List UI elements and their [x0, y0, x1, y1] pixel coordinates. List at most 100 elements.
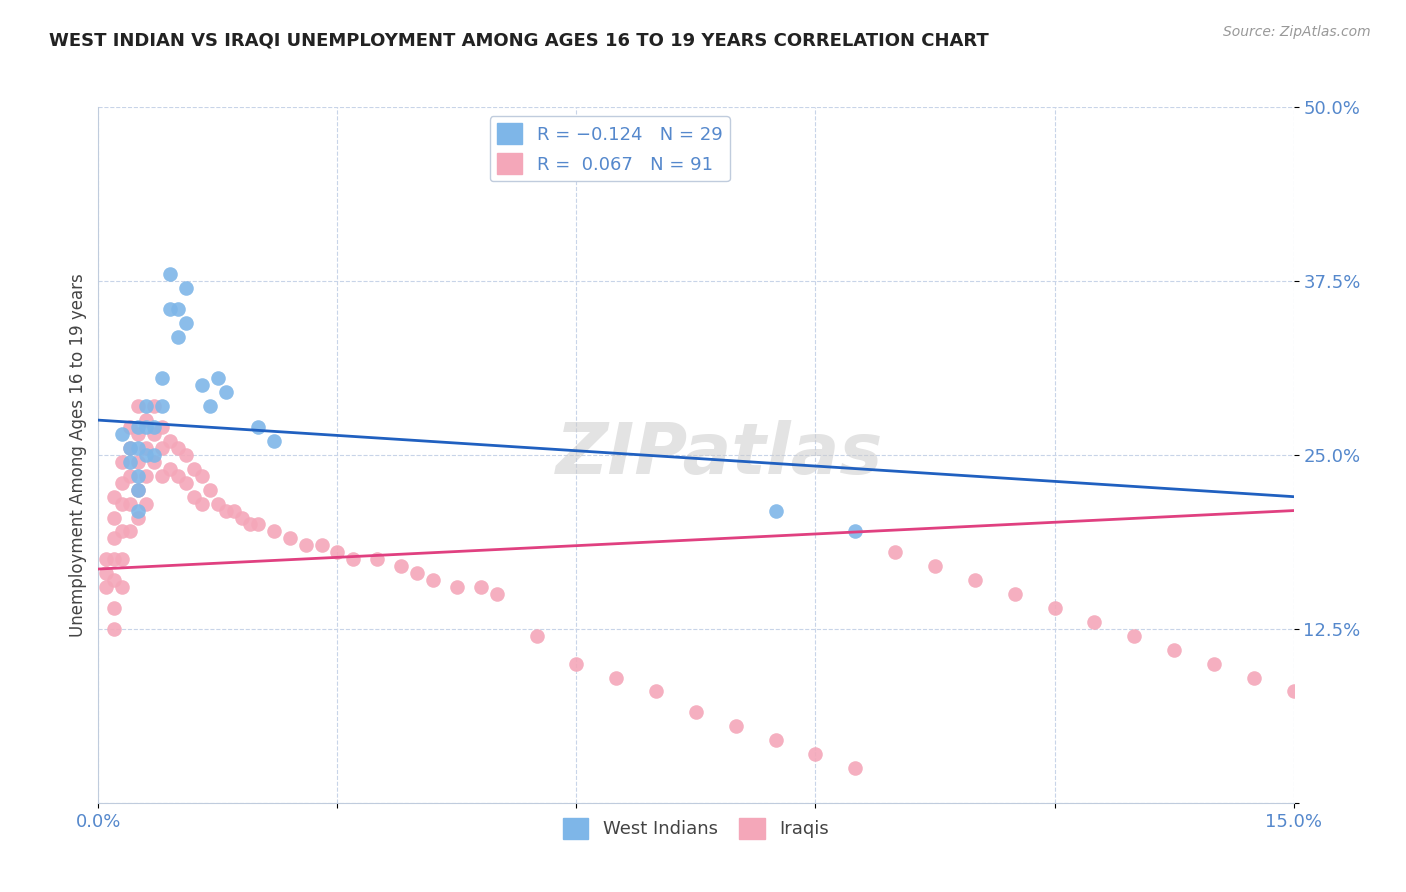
- Point: [150, 371, 173, 385]
- Point: [246, 420, 269, 434]
- Point: [127, 399, 149, 413]
- Point: [174, 475, 197, 490]
- Point: [526, 629, 548, 643]
- Y-axis label: Unemployment Among Ages 16 to 19 years: Unemployment Among Ages 16 to 19 years: [69, 273, 87, 637]
- Point: [183, 490, 205, 504]
- Point: [167, 329, 190, 343]
- Point: [111, 427, 134, 442]
- Text: WEST INDIAN VS IRAQI UNEMPLOYMENT AMONG AGES 16 TO 19 YEARS CORRELATION CHART: WEST INDIAN VS IRAQI UNEMPLOYMENT AMONG …: [49, 31, 988, 49]
- Point: [135, 441, 157, 455]
- Point: [1322, 698, 1344, 713]
- Point: [1282, 684, 1305, 698]
- Point: [215, 385, 238, 400]
- Point: [103, 490, 125, 504]
- Point: [127, 483, 149, 497]
- Point: [207, 371, 229, 385]
- Point: [103, 622, 125, 636]
- Point: [884, 545, 907, 559]
- Point: [470, 580, 492, 594]
- Point: [174, 448, 197, 462]
- Point: [143, 448, 166, 462]
- Point: [127, 420, 149, 434]
- Point: [96, 566, 118, 581]
- Point: [111, 552, 134, 566]
- Point: [150, 420, 173, 434]
- Point: [120, 497, 142, 511]
- Point: [191, 378, 214, 392]
- Point: [446, 580, 468, 594]
- Point: [120, 524, 142, 539]
- Point: [1243, 671, 1265, 685]
- Point: [724, 719, 747, 733]
- Point: [246, 517, 269, 532]
- Point: [1163, 642, 1185, 657]
- Point: [278, 532, 301, 546]
- Point: [389, 559, 412, 574]
- Point: [485, 587, 508, 601]
- Point: [294, 538, 316, 552]
- Point: [844, 761, 866, 775]
- Point: [150, 468, 173, 483]
- Point: [120, 420, 142, 434]
- Point: [342, 552, 364, 566]
- Point: [111, 580, 134, 594]
- Point: [207, 497, 229, 511]
- Point: [1202, 657, 1225, 671]
- Point: [645, 684, 668, 698]
- Point: [174, 316, 197, 330]
- Point: [565, 657, 588, 671]
- Point: [120, 441, 142, 455]
- Point: [804, 747, 827, 761]
- Point: [159, 434, 181, 448]
- Point: [111, 455, 134, 469]
- Point: [111, 497, 134, 511]
- Point: [159, 301, 181, 316]
- Point: [1362, 712, 1385, 726]
- Point: [150, 399, 173, 413]
- Point: [311, 538, 333, 552]
- Point: [167, 301, 190, 316]
- Point: [135, 420, 157, 434]
- Point: [135, 448, 157, 462]
- Point: [135, 399, 157, 413]
- Point: [239, 517, 262, 532]
- Point: [366, 552, 388, 566]
- Point: [422, 573, 444, 587]
- Point: [159, 267, 181, 281]
- Point: [127, 427, 149, 442]
- Point: [120, 455, 142, 469]
- Point: [406, 566, 429, 581]
- Point: [127, 468, 149, 483]
- Point: [263, 524, 285, 539]
- Point: [198, 483, 221, 497]
- Point: [143, 420, 166, 434]
- Point: [167, 441, 190, 455]
- Point: [111, 524, 134, 539]
- Point: [191, 468, 214, 483]
- Point: [135, 413, 157, 427]
- Point: [191, 497, 214, 511]
- Point: [215, 503, 238, 517]
- Point: [231, 510, 253, 524]
- Point: [127, 510, 149, 524]
- Point: [103, 573, 125, 587]
- Point: [143, 427, 166, 442]
- Point: [143, 455, 166, 469]
- Point: [127, 455, 149, 469]
- Point: [150, 441, 173, 455]
- Point: [167, 468, 190, 483]
- Point: [127, 483, 149, 497]
- Point: [765, 733, 787, 747]
- Point: [103, 532, 125, 546]
- Point: [135, 468, 157, 483]
- Point: [1004, 587, 1026, 601]
- Point: [1043, 601, 1066, 615]
- Point: [963, 573, 986, 587]
- Point: [127, 441, 149, 455]
- Legend: West Indians, Iraqis: West Indians, Iraqis: [555, 811, 837, 846]
- Point: [1083, 615, 1105, 629]
- Point: [127, 503, 149, 517]
- Point: [222, 503, 245, 517]
- Point: [103, 552, 125, 566]
- Point: [685, 706, 707, 720]
